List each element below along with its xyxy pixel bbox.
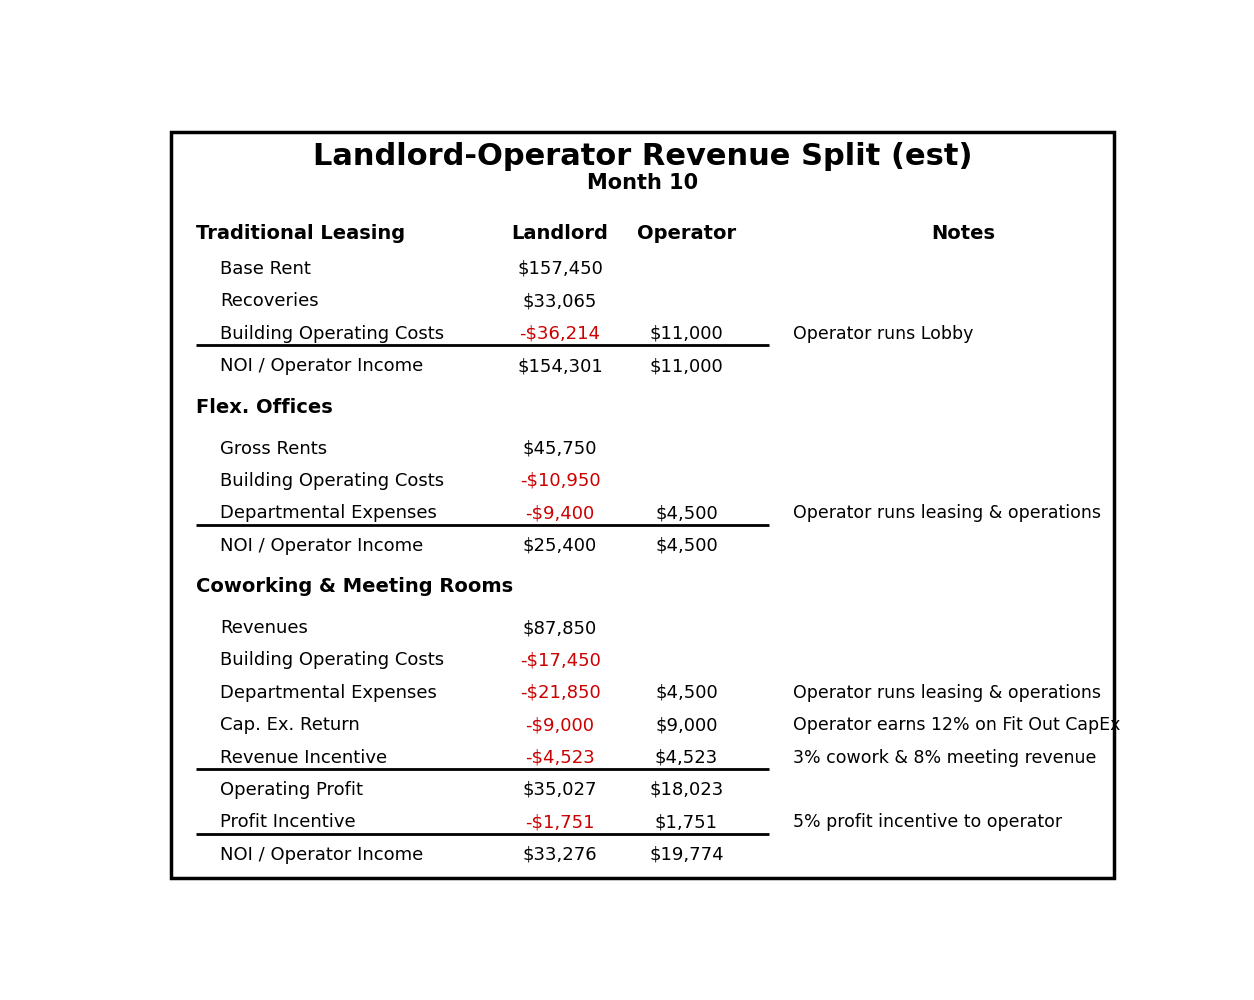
Text: Month 10: Month 10 [587, 173, 698, 193]
Text: $9,000: $9,000 [655, 716, 717, 734]
Text: Operator runs leasing & operations: Operator runs leasing & operations [794, 684, 1101, 702]
Text: 3% cowork & 8% meeting revenue: 3% cowork & 8% meeting revenue [794, 749, 1097, 767]
Text: Revenue Incentive: Revenue Incentive [219, 749, 387, 767]
Text: -$21,850: -$21,850 [519, 684, 601, 702]
Text: $18,023: $18,023 [650, 781, 724, 799]
Text: Operator: Operator [637, 224, 736, 243]
Text: -$9,400: -$9,400 [525, 504, 594, 522]
Text: 5% profit incentive to operator: 5% profit incentive to operator [794, 813, 1062, 831]
Text: NOI / Operator Income: NOI / Operator Income [219, 357, 423, 375]
Text: Departmental Expenses: Departmental Expenses [219, 684, 436, 702]
Text: Flex. Offices: Flex. Offices [196, 398, 332, 417]
Text: -$9,000: -$9,000 [525, 716, 594, 734]
Text: Operator runs Lobby: Operator runs Lobby [794, 325, 973, 343]
Text: $33,065: $33,065 [523, 292, 597, 310]
Text: $87,850: $87,850 [523, 619, 597, 637]
Text: $25,400: $25,400 [523, 537, 597, 555]
Text: $154,301: $154,301 [517, 357, 603, 375]
Text: Base Rent: Base Rent [219, 260, 311, 278]
Text: Profit Incentive: Profit Incentive [219, 813, 356, 831]
Text: -$17,450: -$17,450 [519, 651, 601, 669]
Text: $19,774: $19,774 [650, 846, 724, 864]
Text: $4,500: $4,500 [655, 504, 717, 522]
Text: Building Operating Costs: Building Operating Costs [219, 472, 444, 490]
Text: $45,750: $45,750 [523, 440, 597, 458]
Text: $33,276: $33,276 [523, 846, 597, 864]
Text: NOI / Operator Income: NOI / Operator Income [219, 846, 423, 864]
Text: Cap. Ex. Return: Cap. Ex. Return [219, 716, 360, 734]
Text: Revenues: Revenues [219, 619, 307, 637]
Text: Gross Rents: Gross Rents [219, 440, 327, 458]
Text: $11,000: $11,000 [650, 357, 724, 375]
Text: -$4,523: -$4,523 [525, 749, 594, 767]
Text: $35,027: $35,027 [523, 781, 597, 799]
Text: Building Operating Costs: Building Operating Costs [219, 325, 444, 343]
Text: Departmental Expenses: Departmental Expenses [219, 504, 436, 522]
Text: Traditional Leasing: Traditional Leasing [196, 224, 405, 243]
Text: Landlord-Operator Revenue Split (est): Landlord-Operator Revenue Split (est) [314, 142, 972, 171]
Text: Notes: Notes [932, 224, 996, 243]
Text: -$10,950: -$10,950 [519, 472, 601, 490]
Text: $1,751: $1,751 [655, 813, 717, 831]
Text: -$1,751: -$1,751 [525, 813, 594, 831]
Text: Recoveries: Recoveries [219, 292, 319, 310]
Text: $11,000: $11,000 [650, 325, 724, 343]
Text: Operating Profit: Operating Profit [219, 781, 362, 799]
Text: Coworking & Meeting Rooms: Coworking & Meeting Rooms [196, 577, 513, 596]
Text: Operator runs leasing & operations: Operator runs leasing & operations [794, 504, 1101, 522]
Text: NOI / Operator Income: NOI / Operator Income [219, 537, 423, 555]
Text: $157,450: $157,450 [517, 260, 603, 278]
Text: $4,523: $4,523 [655, 749, 719, 767]
Text: $4,500: $4,500 [655, 537, 717, 555]
Text: Building Operating Costs: Building Operating Costs [219, 651, 444, 669]
Text: Operator earns 12% on Fit Out CapEx: Operator earns 12% on Fit Out CapEx [794, 716, 1121, 734]
Text: -$36,214: -$36,214 [519, 325, 601, 343]
Text: $4,500: $4,500 [655, 684, 717, 702]
FancyBboxPatch shape [172, 132, 1114, 878]
Text: Landlord: Landlord [512, 224, 608, 243]
